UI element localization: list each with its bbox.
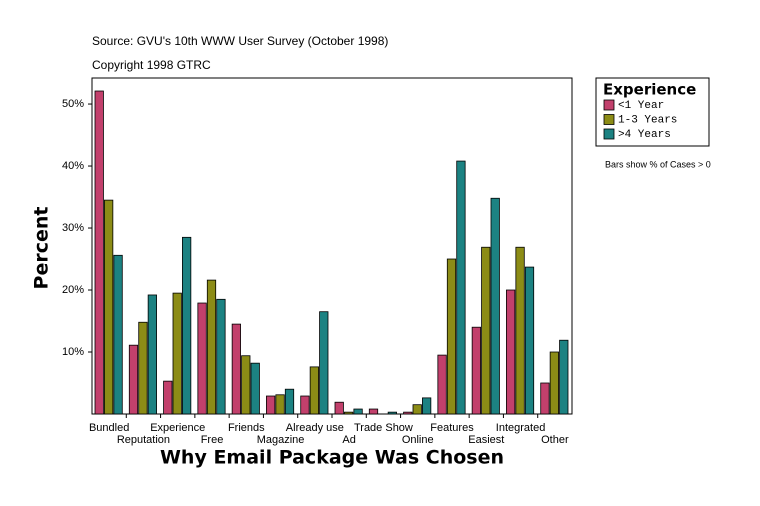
bar xyxy=(104,199,114,415)
bar xyxy=(231,323,241,415)
bar xyxy=(197,302,207,415)
bar xyxy=(275,394,285,415)
y-axis-label: Percent xyxy=(31,207,53,290)
y-tick-label: 20% xyxy=(62,284,84,296)
bar xyxy=(206,279,217,415)
legend xyxy=(595,77,710,147)
bar xyxy=(182,236,192,415)
x-tick-label: Ad xyxy=(342,434,355,446)
bar xyxy=(559,339,569,415)
bar xyxy=(250,362,260,415)
bar xyxy=(113,254,123,415)
bar xyxy=(334,401,344,415)
bar xyxy=(540,382,550,415)
x-tick-label: Bundled xyxy=(89,422,129,434)
bar xyxy=(353,408,363,415)
bar xyxy=(284,388,295,415)
x-tick-label: Friends xyxy=(228,422,265,434)
chart-subtitle: Copyright 1998 GTRC xyxy=(92,58,211,72)
bar xyxy=(344,411,354,415)
bar xyxy=(172,292,182,415)
bar xyxy=(524,266,535,415)
bar xyxy=(319,311,329,415)
bar xyxy=(138,321,148,415)
bar xyxy=(266,395,276,415)
x-tick-label: Already use xyxy=(286,422,344,434)
chart-title: Source: GVU's 10th WWW User Survey (Octo… xyxy=(92,34,388,48)
legend-swatch xyxy=(603,114,615,125)
legend-label: 1-3 Years xyxy=(618,114,677,126)
note: Bars show % of Cases > 0 xyxy=(605,159,711,169)
x-tick-label: Easiest xyxy=(468,434,504,446)
legend-title: Experience xyxy=(603,81,696,99)
bar xyxy=(437,354,447,415)
bar xyxy=(490,197,500,415)
bar xyxy=(471,326,481,415)
legend-swatch xyxy=(603,99,615,111)
bar xyxy=(94,90,104,415)
x-tick-label: Features xyxy=(430,422,474,434)
bar xyxy=(422,397,432,415)
bar xyxy=(368,408,379,415)
x-tick-label: Magazine xyxy=(257,434,305,446)
legend-label: >4 Years xyxy=(618,129,671,141)
legend-swatch xyxy=(603,128,615,140)
bar xyxy=(309,366,319,415)
x-tick-label: Other xyxy=(541,434,569,446)
bar xyxy=(300,395,310,415)
bar xyxy=(241,355,251,415)
plot-frame xyxy=(91,77,573,415)
bar xyxy=(412,404,422,415)
x-tick-label: Experience xyxy=(150,422,205,434)
bar xyxy=(216,298,226,415)
y-tick-label: 50% xyxy=(62,98,84,110)
legend-label: <1 Year xyxy=(618,100,664,112)
y-tick-label: 30% xyxy=(62,222,84,234)
x-tick-label: Reputation xyxy=(117,434,170,446)
bar xyxy=(481,246,491,415)
x-tick-label: Free xyxy=(201,434,224,446)
x-tick-label: Integrated xyxy=(496,422,546,434)
bar xyxy=(147,294,157,415)
y-tick-label: 10% xyxy=(62,346,84,358)
x-tick-label: Online xyxy=(402,434,434,446)
y-tick-label: 40% xyxy=(62,160,84,172)
bar xyxy=(163,380,173,415)
bar xyxy=(456,160,466,415)
bar xyxy=(515,246,525,415)
bar xyxy=(549,351,559,415)
bar xyxy=(128,344,139,415)
bar xyxy=(506,289,516,415)
bar xyxy=(403,411,413,415)
bar xyxy=(446,258,457,415)
x-axis-label: Why Email Package Was Chosen xyxy=(160,447,504,469)
bar xyxy=(387,411,397,415)
x-tick-label: Trade Show xyxy=(354,422,413,434)
